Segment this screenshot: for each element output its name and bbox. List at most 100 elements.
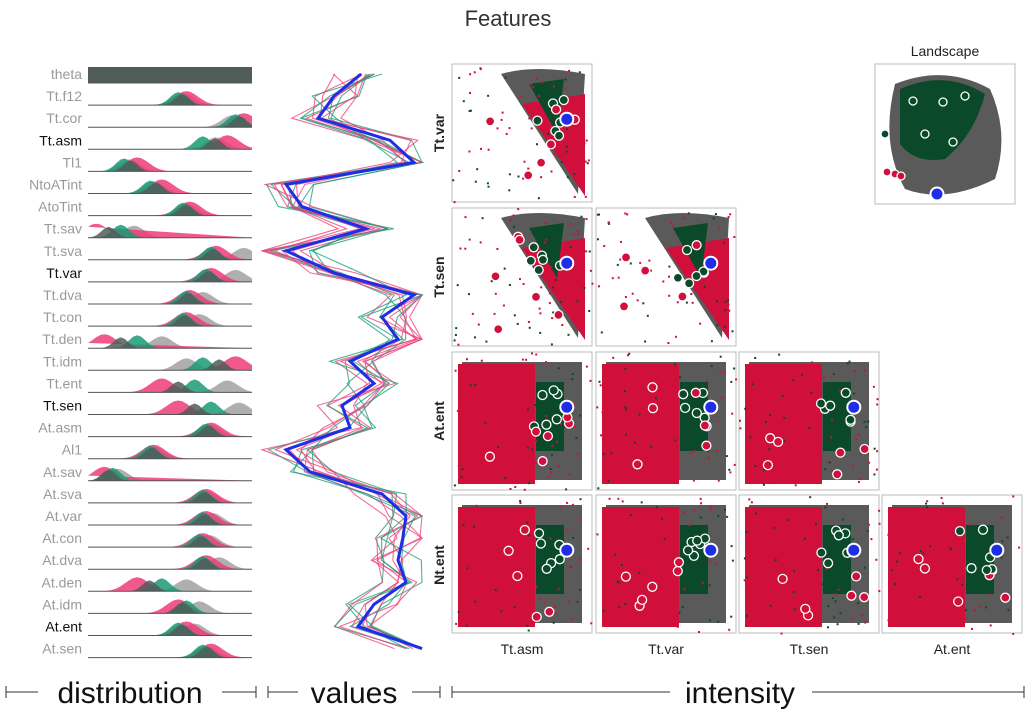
scatter-point [454, 334, 457, 336]
distribution-label: distribution [57, 677, 202, 710]
scatter-point [567, 333, 570, 336]
scatter-point [519, 500, 522, 502]
sample-highlight [703, 542, 719, 558]
y-axis-label: Tt.sen [431, 256, 447, 297]
scatter-point [536, 143, 538, 146]
scatter-point [585, 218, 588, 220]
scatter-point [479, 241, 482, 244]
ridge-pink [88, 599, 252, 614]
sample-green [681, 244, 693, 256]
scatter-point [694, 289, 697, 292]
sample-red [1000, 592, 1011, 603]
scatter-point [907, 584, 910, 587]
scatter-point [893, 563, 896, 565]
sample-green [678, 389, 689, 400]
scatter-point [682, 217, 685, 220]
scatter-point [824, 506, 827, 509]
scatter-point [670, 575, 673, 578]
scatter-point [716, 450, 718, 452]
scatter-point [859, 478, 862, 481]
scatter-point [925, 502, 928, 505]
scatter-point [919, 545, 922, 547]
scatter-point [809, 549, 812, 551]
scatter-point [898, 552, 901, 555]
scatter-point [535, 353, 538, 356]
scatter-point [527, 446, 529, 449]
scatter-point [573, 173, 576, 176]
scatter-point [831, 419, 833, 422]
scatter-point [852, 464, 855, 467]
scatter-point [548, 475, 551, 478]
ridge-grey [88, 314, 252, 327]
sample-red [620, 571, 632, 582]
feature-labels: theta Tt.f12 Tt.cor Tt.asm Tl1 NtoATint AtoTin… [29, 66, 82, 657]
sample-green [548, 385, 559, 396]
scatter-point [469, 407, 472, 410]
scatter-point [727, 299, 730, 302]
scatter-point [793, 570, 795, 573]
pcp-line-pink [260, 73, 424, 650]
scatter-point [663, 538, 666, 541]
sample-red [691, 240, 702, 251]
sample-green [532, 115, 543, 126]
scatter-point [887, 533, 890, 536]
scatter-point [551, 317, 554, 320]
scatter-point [1001, 540, 1004, 543]
scatter-point [795, 563, 798, 566]
ridge-row [88, 113, 252, 128]
scatter-point [1012, 495, 1015, 498]
x-axis-label: Tt.sen [790, 641, 829, 657]
scatter-point [490, 280, 493, 283]
scatter-point [501, 451, 504, 454]
feature-label-at-con: At.con [42, 530, 82, 546]
scatter-point [539, 576, 541, 579]
scatter-point [921, 610, 924, 613]
scatter-point [536, 583, 539, 586]
scatter-point [587, 159, 590, 162]
scatter-point [562, 430, 565, 433]
scatter-point [578, 558, 581, 561]
scatter-point [868, 461, 871, 464]
scatter-point [731, 559, 734, 562]
scatter-point [477, 623, 480, 626]
scatter-point [528, 534, 531, 537]
feature-label-tt-sav: Tt.sav [44, 221, 82, 237]
scatter-point [865, 426, 868, 429]
scatter-point [764, 575, 767, 578]
scatter-point [481, 217, 484, 220]
region-green [529, 79, 564, 134]
scatter-point [498, 519, 500, 522]
scatter-point [906, 551, 909, 554]
ridge-pink [88, 466, 252, 481]
scatter-point [853, 370, 856, 373]
scatter-point [664, 506, 667, 509]
scatter-point [769, 482, 772, 485]
scatter-point [655, 378, 658, 381]
scatter-point [890, 569, 893, 572]
ridge-dark [88, 381, 252, 393]
scatter-point [906, 540, 909, 543]
ridge-green [88, 622, 252, 636]
scatter-point [585, 250, 588, 253]
scatter-point [743, 557, 746, 560]
scatter-point [733, 463, 736, 466]
ridge-dark [88, 558, 252, 570]
scatter-point [565, 150, 568, 153]
scatter-point [870, 538, 873, 541]
values-panel [260, 72, 425, 651]
scatter-point [676, 625, 679, 628]
scatter-point [687, 434, 690, 436]
feature-label-at-sva: At.sva [43, 486, 82, 502]
scatter-point [552, 311, 555, 314]
scatter-point [887, 619, 890, 622]
scatter-point [989, 624, 992, 627]
scatter-point [830, 436, 833, 439]
ridge-row [88, 179, 252, 194]
sample-green [537, 254, 549, 265]
scatter-point [598, 213, 600, 216]
scatter-point [462, 523, 465, 526]
scatter-point [876, 450, 879, 453]
sample-green [977, 524, 989, 535]
ridge-grey [88, 623, 252, 636]
scatter-point [493, 312, 496, 315]
